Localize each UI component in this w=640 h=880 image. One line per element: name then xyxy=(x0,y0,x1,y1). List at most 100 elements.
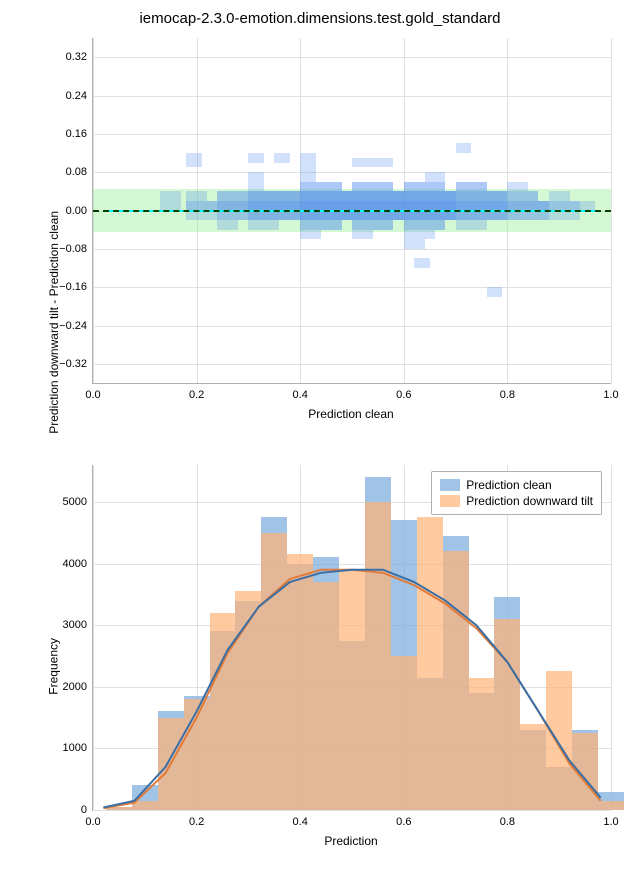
hist-bar-tilt xyxy=(598,801,624,810)
hist-bar-tilt xyxy=(494,619,520,810)
density-cell xyxy=(456,143,472,153)
density-cell xyxy=(217,191,248,201)
hist-ytick: 5000 xyxy=(63,496,87,508)
scatter-xtick: 0.6 xyxy=(396,389,411,401)
density-cell xyxy=(404,182,445,192)
density-cell xyxy=(274,153,290,163)
density-cell xyxy=(414,258,430,268)
density-cell xyxy=(352,211,404,221)
density-cell xyxy=(352,191,404,201)
density-cell xyxy=(352,182,393,192)
density-cell xyxy=(373,158,394,168)
histogram-ylabel: Frequency xyxy=(47,638,61,695)
scatter-ytick: 0.24 xyxy=(66,90,87,102)
scatter-ytick: 0.00 xyxy=(66,205,87,217)
hist-ytick: 1000 xyxy=(63,742,87,754)
scatter-xtick: 0.2 xyxy=(189,389,204,401)
scatter-ylabel: Prediction downward tilt - Prediction cl… xyxy=(47,211,61,434)
density-cell xyxy=(456,211,508,221)
scatter-ytick: −0.32 xyxy=(59,358,87,370)
density-cell xyxy=(186,153,202,167)
legend-label-clean: Prediction clean xyxy=(466,478,551,492)
hist-ytick: 0 xyxy=(81,804,87,816)
density-cell xyxy=(549,211,580,221)
hist-bar-tilt xyxy=(572,733,598,810)
density-cell xyxy=(248,172,264,182)
scatter-chart: 0.00.20.40.60.81.0−0.32−0.24−0.16−0.080.… xyxy=(92,38,610,383)
density-cell xyxy=(300,211,352,221)
scatter-ytick: −0.16 xyxy=(59,281,87,293)
scatter-ytick: 0.08 xyxy=(66,166,87,178)
hist-xtick: 0.2 xyxy=(189,816,204,828)
scatter-xtick: 0.4 xyxy=(293,389,308,401)
density-cell xyxy=(248,191,300,201)
density-cell xyxy=(300,220,341,230)
histogram-chart: 0.00.20.40.60.81.0010002000300040005000 … xyxy=(92,465,610,810)
figure-container: iemocap-2.3.0-emotion.dimensions.test.go… xyxy=(0,0,640,880)
density-cell xyxy=(404,230,435,240)
density-cell xyxy=(217,211,248,221)
legend-label-tilt: Prediction downward tilt xyxy=(466,494,593,508)
hist-bar-tilt xyxy=(469,678,495,810)
legend-swatch-tilt xyxy=(440,495,460,507)
density-cell xyxy=(352,220,393,230)
density-cell xyxy=(300,153,316,163)
legend: Prediction clean Prediction downward til… xyxy=(431,471,602,515)
hist-xtick: 0.8 xyxy=(500,816,515,828)
hist-bar-tilt xyxy=(365,502,391,810)
density-cell xyxy=(507,182,528,192)
hist-bar-tilt xyxy=(339,570,365,810)
scatter-xtick: 0.0 xyxy=(85,389,100,401)
hist-bar-tilt xyxy=(210,613,236,810)
density-cell xyxy=(456,182,487,192)
density-cell xyxy=(404,191,456,201)
density-cell xyxy=(404,220,445,230)
density-cell xyxy=(507,191,538,201)
density-cell xyxy=(352,158,373,168)
density-cell xyxy=(352,230,373,240)
density-cell xyxy=(549,191,570,201)
zero-line xyxy=(93,210,611,212)
density-cell xyxy=(248,153,264,163)
density-cell xyxy=(186,191,207,201)
scatter-xtick: 1.0 xyxy=(603,389,618,401)
scatter-ytick: −0.08 xyxy=(59,243,87,255)
density-cell xyxy=(404,211,456,221)
histogram-xlabel: Prediction xyxy=(324,834,377,848)
density-cell xyxy=(300,182,341,192)
hist-bar-tilt xyxy=(184,699,210,810)
hist-xtick: 0.4 xyxy=(293,816,308,828)
density-cell xyxy=(248,220,279,230)
density-cell xyxy=(507,211,548,221)
scatter-ytick: 0.16 xyxy=(66,128,87,140)
hist-bar-tilt xyxy=(158,718,184,810)
hist-bar-tilt xyxy=(417,517,443,810)
histogram-plot-area: 0.00.20.40.60.81.0010002000300040005000 xyxy=(92,465,611,811)
density-cell xyxy=(300,191,352,201)
density-cell xyxy=(248,182,264,192)
density-cell xyxy=(456,191,508,201)
hist-ytick: 2000 xyxy=(63,681,87,693)
hist-bar-tilt xyxy=(106,807,132,810)
hist-xtick: 1.0 xyxy=(603,816,618,828)
scatter-xlabel: Prediction clean xyxy=(308,407,393,421)
hist-ytick: 3000 xyxy=(63,619,87,631)
figure-title: iemocap-2.3.0-emotion.dimensions.test.go… xyxy=(0,0,640,27)
scatter-ytick: 0.32 xyxy=(66,51,87,63)
scatter-ytick: −0.24 xyxy=(59,320,87,332)
density-cell xyxy=(425,172,446,182)
density-cell xyxy=(487,287,503,297)
density-cell xyxy=(186,211,217,221)
density-cell xyxy=(160,191,181,201)
hist-bar-tilt xyxy=(132,801,158,810)
legend-item-tilt: Prediction downward tilt xyxy=(440,494,593,508)
density-cell xyxy=(248,211,300,221)
density-cell xyxy=(300,163,316,182)
hist-bar-tilt xyxy=(313,582,339,810)
density-cell xyxy=(300,230,321,240)
hist-xtick: 0.6 xyxy=(396,816,411,828)
hist-ytick: 4000 xyxy=(63,558,87,570)
hist-bar-tilt xyxy=(261,533,287,810)
density-cell xyxy=(404,239,425,249)
hist-bar-tilt xyxy=(546,671,572,810)
